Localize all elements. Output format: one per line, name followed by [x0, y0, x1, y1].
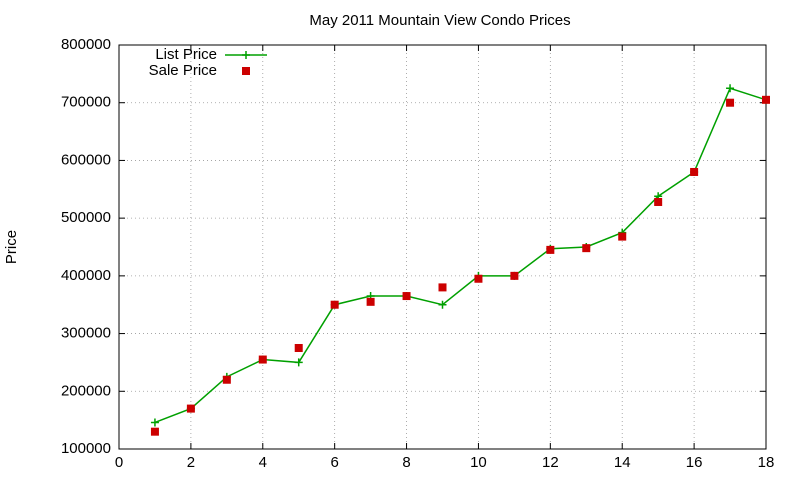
square-marker: [654, 197, 663, 206]
x-tick-label: 2: [187, 454, 195, 471]
y-tick-label: 400000: [61, 267, 111, 284]
square-marker: [762, 95, 770, 104]
plus-marker: [150, 418, 159, 427]
plus-marker: [294, 358, 303, 367]
square-marker: [546, 245, 555, 254]
square-marker: [402, 292, 411, 301]
square-marker: [438, 283, 447, 292]
square-marker: [330, 300, 339, 309]
legend-marker: [242, 51, 250, 59]
x-tick-label: 0: [115, 454, 123, 471]
square-marker: [150, 427, 159, 436]
y-tick-label: 700000: [61, 94, 111, 111]
square-marker: [366, 297, 375, 306]
square-marker: [186, 404, 195, 413]
legend-label: Sale Price: [149, 62, 217, 79]
series-line: [154, 87, 767, 424]
square-marker: [222, 375, 231, 384]
square-marker: [510, 271, 519, 280]
x-tick-label: 16: [686, 454, 703, 471]
square-marker: [618, 232, 627, 241]
y-tick-label: 500000: [61, 209, 111, 226]
y-axis-label: Price: [3, 230, 20, 264]
legend-label: List Price: [155, 46, 217, 63]
square-marker: [294, 344, 303, 352]
square-marker: [258, 355, 267, 364]
square-marker: [726, 98, 735, 107]
legend-marker: [242, 67, 250, 75]
plus-marker: [438, 300, 447, 309]
chart-title: May 2011 Mountain View Condo Prices: [309, 12, 570, 29]
square-marker: [690, 167, 699, 176]
x-tick-label: 4: [259, 454, 267, 471]
y-tick-label: 200000: [61, 382, 111, 399]
y-tick-label: 100000: [61, 440, 111, 457]
x-tick-label: 6: [330, 454, 338, 471]
x-tick-label: 12: [542, 454, 559, 471]
plus-marker: [726, 84, 735, 93]
x-tick-label: 10: [470, 454, 487, 471]
plot-border: [118, 44, 767, 450]
square-marker: [582, 244, 591, 253]
square-marker: [474, 274, 483, 283]
x-tick-label: 8: [402, 454, 410, 471]
x-tick-label: 18: [758, 454, 775, 471]
y-tick-label: 300000: [61, 325, 111, 342]
y-tick-label: 600000: [61, 151, 111, 168]
y-tick-label: 800000: [61, 36, 111, 53]
x-tick-label: 14: [614, 454, 631, 471]
